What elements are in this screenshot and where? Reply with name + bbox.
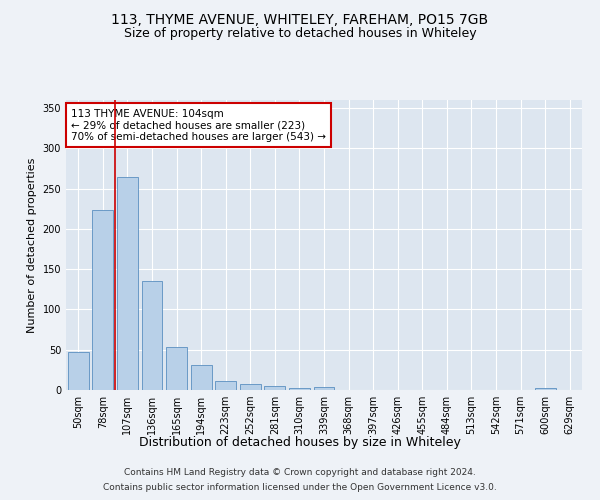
- Y-axis label: Number of detached properties: Number of detached properties: [27, 158, 37, 332]
- Bar: [166, 346, 187, 390]
- Text: Contains HM Land Registry data © Crown copyright and database right 2024.: Contains HM Land Registry data © Crown c…: [124, 468, 476, 477]
- Bar: [265, 386, 286, 390]
- Bar: [240, 384, 261, 390]
- Bar: [92, 210, 113, 390]
- Bar: [68, 352, 89, 390]
- Text: Contains public sector information licensed under the Open Government Licence v3: Contains public sector information licen…: [103, 483, 497, 492]
- Text: Size of property relative to detached houses in Whiteley: Size of property relative to detached ho…: [124, 28, 476, 40]
- Bar: [535, 388, 556, 390]
- Bar: [314, 387, 334, 390]
- Bar: [142, 281, 163, 390]
- Text: Distribution of detached houses by size in Whiteley: Distribution of detached houses by size …: [139, 436, 461, 449]
- Bar: [117, 176, 138, 390]
- Text: 113 THYME AVENUE: 104sqm
← 29% of detached houses are smaller (223)
70% of semi-: 113 THYME AVENUE: 104sqm ← 29% of detach…: [71, 108, 326, 142]
- Text: 113, THYME AVENUE, WHITELEY, FAREHAM, PO15 7GB: 113, THYME AVENUE, WHITELEY, FAREHAM, PO…: [112, 12, 488, 26]
- Bar: [215, 381, 236, 390]
- Bar: [191, 365, 212, 390]
- Bar: [289, 388, 310, 390]
